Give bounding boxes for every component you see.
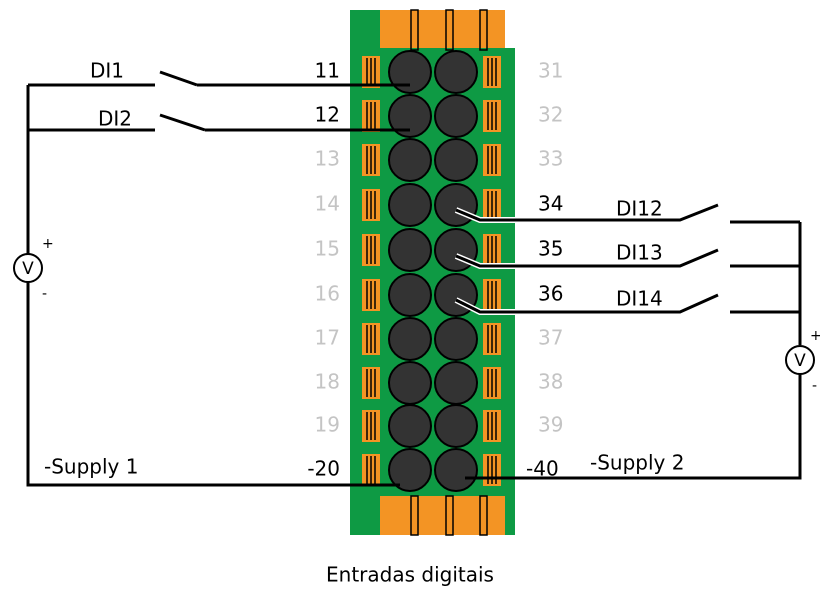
terminal-number: 11 [315,59,340,83]
terminal-hole [434,404,478,448]
voltmeter-plus: + [42,236,54,252]
terminal-hole [388,138,432,182]
terminal-hole [388,94,432,138]
terminal-number: 17 [315,326,340,350]
terminal-hole [388,50,432,94]
terminal-hole [434,50,478,94]
terminal-number: 38 [538,370,563,394]
switch-label: DI1 [90,59,124,83]
block-tabs [410,9,488,536]
voltmeter-label: V [794,351,806,371]
terminal-number: -20 [307,457,340,481]
terminal-hole [388,361,432,405]
left-wiring [13,70,410,487]
terminal-number: 32 [538,103,563,127]
switch-label: DI14 [616,287,663,311]
terminal-number: 14 [315,192,340,216]
switch-label: DI2 [98,107,132,131]
terminal-number: 36 [538,282,563,306]
voltmeter-label: V [22,259,34,279]
terminal-hole [388,183,432,227]
terminal-number: 35 [538,237,563,261]
block-bottom [380,496,505,535]
terminal-hole [434,94,478,138]
terminal-hole [434,138,478,182]
block-top [380,10,505,50]
terminal-number: 12 [315,103,340,127]
terminal-hole [434,361,478,405]
voltmeter-minus: - [42,286,47,302]
terminal-hole [388,317,432,361]
caption: Entradas digitais [326,563,494,587]
terminal-number: 13 [315,147,340,171]
terminal-number: 39 [538,413,563,437]
terminal-number: 31 [538,59,563,83]
supply-label: -Supply 1 [44,455,138,479]
terminal-hole [434,448,478,492]
terminal-hole [388,228,432,272]
terminal-number: 37 [538,326,563,350]
supply-label: -Supply 2 [590,451,684,475]
terminal-hole [434,317,478,361]
terminal-number: 16 [315,282,340,306]
right-wiring [454,203,815,480]
terminal-hole [388,404,432,448]
terminal-number: 34 [538,192,563,216]
switch-label: DI12 [616,197,663,221]
switch-label: DI13 [616,241,663,265]
voltmeter-plus: + [810,328,820,344]
block-body [350,10,380,50]
voltmeter-minus: - [812,378,817,394]
terminal-number: -40 [526,457,559,481]
terminal-number: 18 [315,370,340,394]
terminal-number: 15 [315,237,340,261]
terminal-hole [388,273,432,317]
terminal-number: 19 [315,413,340,437]
terminal-number: 33 [538,147,563,171]
terminal-hole [434,183,478,227]
terminal-hole [388,448,432,492]
